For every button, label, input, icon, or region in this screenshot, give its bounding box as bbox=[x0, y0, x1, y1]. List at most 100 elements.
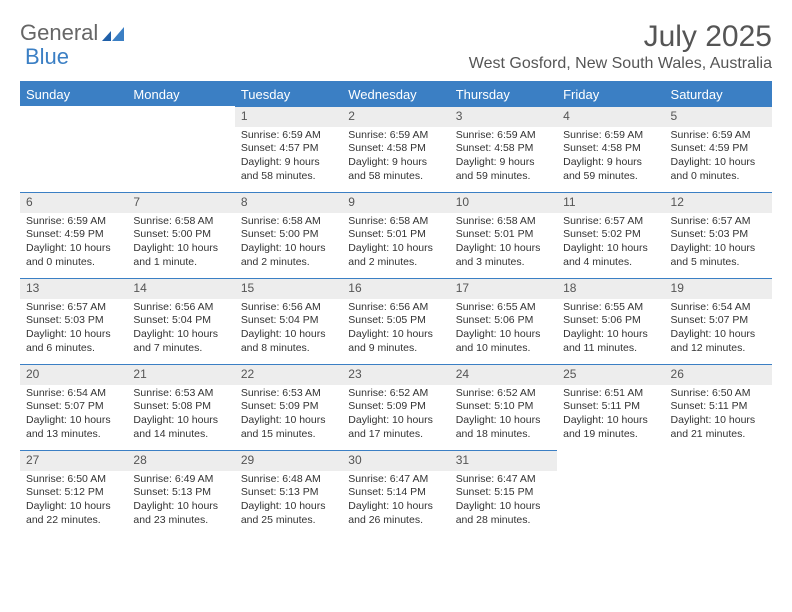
daylight-text: and 9 minutes. bbox=[348, 342, 443, 356]
weekday-header: Friday bbox=[557, 82, 664, 106]
day-body: Sunrise: 6:52 AMSunset: 5:09 PMDaylight:… bbox=[342, 385, 449, 446]
weekday-header: Saturday bbox=[665, 82, 772, 106]
daylight-text: and 26 minutes. bbox=[348, 514, 443, 528]
calendar-day-cell: 10Sunrise: 6:58 AMSunset: 5:01 PMDayligh… bbox=[450, 192, 557, 278]
day-number: 18 bbox=[557, 278, 664, 299]
sunset-text: Sunset: 5:09 PM bbox=[241, 400, 336, 414]
day-body: Sunrise: 6:53 AMSunset: 5:08 PMDaylight:… bbox=[127, 385, 234, 446]
calendar-day-cell: 22Sunrise: 6:53 AMSunset: 5:09 PMDayligh… bbox=[235, 364, 342, 450]
sunrise-text: Sunrise: 6:50 AM bbox=[671, 387, 766, 401]
sunset-text: Sunset: 4:58 PM bbox=[348, 142, 443, 156]
sunset-text: Sunset: 5:03 PM bbox=[26, 314, 121, 328]
day-body: Sunrise: 6:57 AMSunset: 5:02 PMDaylight:… bbox=[557, 213, 664, 274]
daylight-text: and 3 minutes. bbox=[456, 256, 551, 270]
daylight-text: and 11 minutes. bbox=[563, 342, 658, 356]
sunrise-text: Sunrise: 6:49 AM bbox=[133, 473, 228, 487]
daylight-text: and 2 minutes. bbox=[348, 256, 443, 270]
day-number: 25 bbox=[557, 364, 664, 385]
daylight-text: and 21 minutes. bbox=[671, 428, 766, 442]
day-number: 27 bbox=[20, 450, 127, 471]
day-body: Sunrise: 6:59 AMSunset: 4:59 PMDaylight:… bbox=[20, 213, 127, 274]
calendar-day-cell: 30Sunrise: 6:47 AMSunset: 5:14 PMDayligh… bbox=[342, 450, 449, 536]
daylight-text: and 13 minutes. bbox=[26, 428, 121, 442]
sunset-text: Sunset: 5:11 PM bbox=[671, 400, 766, 414]
sunrise-text: Sunrise: 6:53 AM bbox=[241, 387, 336, 401]
day-number: 31 bbox=[450, 450, 557, 471]
weekday-header-row: Sunday Monday Tuesday Wednesday Thursday… bbox=[20, 82, 772, 106]
weekday-header: Sunday bbox=[20, 82, 127, 106]
daylight-text: Daylight: 10 hours bbox=[563, 242, 658, 256]
sunrise-text: Sunrise: 6:48 AM bbox=[241, 473, 336, 487]
sunset-text: Sunset: 5:11 PM bbox=[563, 400, 658, 414]
day-number: 15 bbox=[235, 278, 342, 299]
daylight-text: and 25 minutes. bbox=[241, 514, 336, 528]
calendar-day-cell: 21Sunrise: 6:53 AMSunset: 5:08 PMDayligh… bbox=[127, 364, 234, 450]
month-title: July 2025 bbox=[469, 20, 772, 53]
sunrise-text: Sunrise: 6:57 AM bbox=[563, 215, 658, 229]
daylight-text: Daylight: 10 hours bbox=[133, 500, 228, 514]
day-number: 26 bbox=[665, 364, 772, 385]
calendar-day-cell: 26Sunrise: 6:50 AMSunset: 5:11 PMDayligh… bbox=[665, 364, 772, 450]
daylight-text: Daylight: 10 hours bbox=[563, 328, 658, 342]
logo-text-blue: Blue bbox=[25, 44, 69, 70]
sunset-text: Sunset: 5:14 PM bbox=[348, 486, 443, 500]
sunset-text: Sunset: 5:03 PM bbox=[671, 228, 766, 242]
daylight-text: and 10 minutes. bbox=[456, 342, 551, 356]
day-body: Sunrise: 6:47 AMSunset: 5:14 PMDaylight:… bbox=[342, 471, 449, 532]
calendar-day-cell: 8Sunrise: 6:58 AMSunset: 5:00 PMDaylight… bbox=[235, 192, 342, 278]
calendar-day-cell: 11Sunrise: 6:57 AMSunset: 5:02 PMDayligh… bbox=[557, 192, 664, 278]
daylight-text: and 58 minutes. bbox=[348, 170, 443, 184]
daylight-text: Daylight: 10 hours bbox=[456, 500, 551, 514]
calendar-day-cell: 17Sunrise: 6:55 AMSunset: 5:06 PMDayligh… bbox=[450, 278, 557, 364]
calendar-day-cell bbox=[665, 450, 772, 536]
day-number: 13 bbox=[20, 278, 127, 299]
daylight-text: and 12 minutes. bbox=[671, 342, 766, 356]
daylight-text: and 15 minutes. bbox=[241, 428, 336, 442]
daylight-text: Daylight: 10 hours bbox=[133, 328, 228, 342]
day-body: Sunrise: 6:57 AMSunset: 5:03 PMDaylight:… bbox=[20, 299, 127, 360]
daylight-text: Daylight: 10 hours bbox=[26, 328, 121, 342]
logo-mark-icon bbox=[102, 25, 124, 41]
day-number: 19 bbox=[665, 278, 772, 299]
sunrise-text: Sunrise: 6:57 AM bbox=[26, 301, 121, 315]
calendar-day-cell: 19Sunrise: 6:54 AMSunset: 5:07 PMDayligh… bbox=[665, 278, 772, 364]
sunrise-text: Sunrise: 6:56 AM bbox=[241, 301, 336, 315]
calendar-day-cell: 4Sunrise: 6:59 AMSunset: 4:58 PMDaylight… bbox=[557, 106, 664, 192]
daylight-text: Daylight: 10 hours bbox=[348, 414, 443, 428]
sunrise-text: Sunrise: 6:59 AM bbox=[671, 129, 766, 143]
calendar-day-cell: 27Sunrise: 6:50 AMSunset: 5:12 PMDayligh… bbox=[20, 450, 127, 536]
sunrise-text: Sunrise: 6:55 AM bbox=[456, 301, 551, 315]
sunset-text: Sunset: 5:02 PM bbox=[563, 228, 658, 242]
daylight-text: Daylight: 10 hours bbox=[241, 328, 336, 342]
sunrise-text: Sunrise: 6:59 AM bbox=[26, 215, 121, 229]
sunset-text: Sunset: 5:07 PM bbox=[671, 314, 766, 328]
daylight-text: Daylight: 10 hours bbox=[241, 500, 336, 514]
sunrise-text: Sunrise: 6:47 AM bbox=[348, 473, 443, 487]
daylight-text: Daylight: 10 hours bbox=[133, 242, 228, 256]
calendar-day-cell: 31Sunrise: 6:47 AMSunset: 5:15 PMDayligh… bbox=[450, 450, 557, 536]
daylight-text: Daylight: 10 hours bbox=[133, 414, 228, 428]
sunset-text: Sunset: 5:13 PM bbox=[241, 486, 336, 500]
sunset-text: Sunset: 4:58 PM bbox=[563, 142, 658, 156]
day-body: Sunrise: 6:50 AMSunset: 5:11 PMDaylight:… bbox=[665, 385, 772, 446]
weekday-header: Wednesday bbox=[342, 82, 449, 106]
sunset-text: Sunset: 5:13 PM bbox=[133, 486, 228, 500]
day-body: Sunrise: 6:53 AMSunset: 5:09 PMDaylight:… bbox=[235, 385, 342, 446]
calendar-day-cell: 24Sunrise: 6:52 AMSunset: 5:10 PMDayligh… bbox=[450, 364, 557, 450]
day-number: 4 bbox=[557, 106, 664, 127]
logo: General bbox=[20, 20, 124, 46]
sunrise-text: Sunrise: 6:54 AM bbox=[671, 301, 766, 315]
daylight-text: Daylight: 10 hours bbox=[456, 414, 551, 428]
day-number: 28 bbox=[127, 450, 234, 471]
sunrise-text: Sunrise: 6:56 AM bbox=[348, 301, 443, 315]
day-number: 11 bbox=[557, 192, 664, 213]
sunrise-text: Sunrise: 6:56 AM bbox=[133, 301, 228, 315]
calendar-day-cell: 12Sunrise: 6:57 AMSunset: 5:03 PMDayligh… bbox=[665, 192, 772, 278]
sunrise-text: Sunrise: 6:59 AM bbox=[241, 129, 336, 143]
calendar-day-cell: 18Sunrise: 6:55 AMSunset: 5:06 PMDayligh… bbox=[557, 278, 664, 364]
sunrise-text: Sunrise: 6:59 AM bbox=[563, 129, 658, 143]
daylight-text: Daylight: 9 hours bbox=[456, 156, 551, 170]
sunrise-text: Sunrise: 6:47 AM bbox=[456, 473, 551, 487]
logo-text-general: General bbox=[20, 20, 98, 46]
calendar-day-cell: 1Sunrise: 6:59 AMSunset: 4:57 PMDaylight… bbox=[235, 106, 342, 192]
